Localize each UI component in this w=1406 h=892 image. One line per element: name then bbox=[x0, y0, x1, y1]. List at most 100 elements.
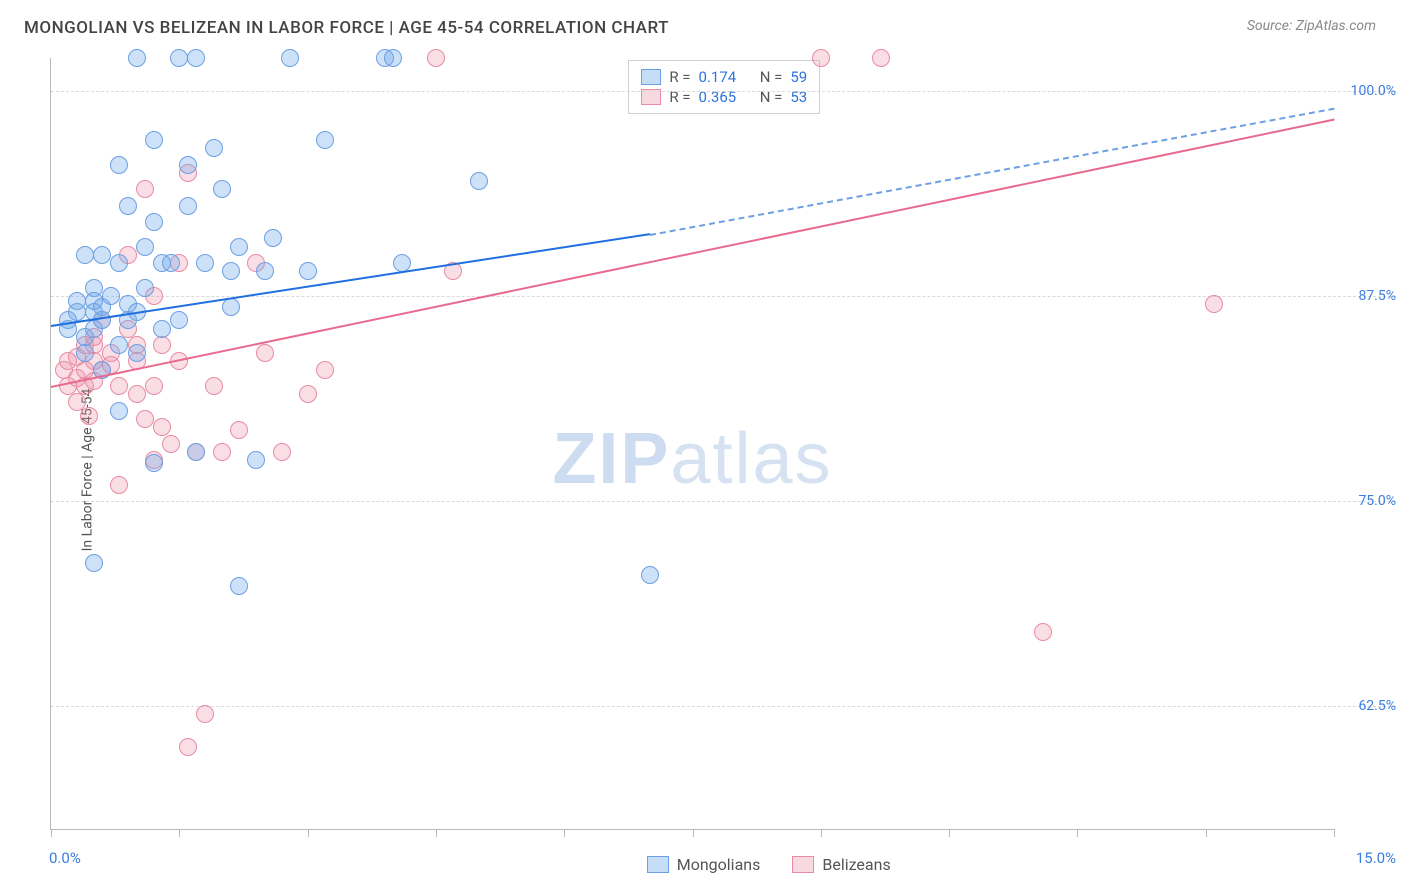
scatter-point-pink bbox=[110, 377, 128, 395]
scatter-point-blue bbox=[145, 131, 163, 149]
scatter-point-blue bbox=[119, 197, 137, 215]
plot-area: ZIPatlas R = 0.174 N = 59 R = 0.365 N = … bbox=[50, 58, 1334, 830]
legend-series: Mongolians Belizeans bbox=[647, 855, 891, 874]
x-tick bbox=[1077, 829, 1078, 837]
scatter-point-blue bbox=[68, 292, 86, 310]
scatter-point-pink bbox=[110, 476, 128, 494]
scatter-point-blue bbox=[316, 131, 334, 149]
gridline-h bbox=[51, 91, 1396, 92]
legend-item-belizeans: Belizeans bbox=[792, 855, 890, 874]
scatter-point-blue bbox=[247, 451, 265, 469]
scatter-point-blue bbox=[162, 254, 180, 272]
y-tick-label: 100.0% bbox=[1351, 83, 1396, 99]
scatter-point-blue bbox=[128, 49, 146, 67]
scatter-point-pink bbox=[273, 443, 291, 461]
x-axis-max-label: 15.0% bbox=[1356, 849, 1396, 867]
x-tick bbox=[949, 829, 950, 837]
scatter-point-blue bbox=[145, 213, 163, 231]
scatter-point-blue bbox=[205, 139, 223, 157]
x-axis-min-label: 0.0% bbox=[49, 849, 81, 867]
scatter-point-pink bbox=[872, 49, 890, 67]
scatter-point-pink bbox=[196, 705, 214, 723]
scatter-point-blue bbox=[110, 254, 128, 272]
scatter-point-pink bbox=[205, 377, 223, 395]
scatter-point-pink bbox=[1034, 623, 1052, 641]
gridline-h bbox=[51, 706, 1396, 707]
scatter-point-pink bbox=[128, 385, 146, 403]
scatter-point-blue bbox=[136, 279, 154, 297]
x-tick bbox=[1334, 829, 1335, 837]
regression-line-blue-dashed bbox=[650, 107, 1335, 235]
scatter-point-pink bbox=[256, 344, 274, 362]
scatter-point-pink bbox=[153, 418, 171, 436]
legend-correlation: R = 0.174 N = 59 R = 0.365 N = 53 bbox=[628, 60, 820, 114]
scatter-point-pink bbox=[162, 435, 180, 453]
scatter-point-blue bbox=[85, 554, 103, 572]
scatter-point-blue bbox=[384, 49, 402, 67]
scatter-point-pink bbox=[153, 336, 171, 354]
scatter-point-blue bbox=[76, 344, 94, 362]
scatter-point-blue bbox=[222, 262, 240, 280]
legend-swatch-pink bbox=[792, 856, 814, 873]
scatter-point-blue bbox=[170, 49, 188, 67]
scatter-point-blue bbox=[170, 311, 188, 329]
scatter-point-blue bbox=[213, 180, 231, 198]
legend-n-label: N = bbox=[760, 68, 783, 86]
scatter-point-blue bbox=[187, 49, 205, 67]
scatter-point-blue bbox=[299, 262, 317, 280]
scatter-point-blue bbox=[110, 402, 128, 420]
scatter-point-blue bbox=[110, 156, 128, 174]
y-tick-label: 75.0% bbox=[1358, 493, 1396, 509]
scatter-point-pink bbox=[812, 49, 830, 67]
legend-item-mongolians: Mongolians bbox=[647, 855, 761, 874]
scatter-point-blue bbox=[102, 287, 120, 305]
scatter-point-pink bbox=[316, 361, 334, 379]
watermark-light: atlas bbox=[670, 419, 832, 499]
scatter-point-pink bbox=[213, 443, 231, 461]
x-tick bbox=[51, 829, 52, 837]
scatter-point-blue bbox=[76, 246, 94, 264]
watermark-bold: ZIP bbox=[552, 419, 670, 499]
scatter-point-blue bbox=[230, 577, 248, 595]
x-tick bbox=[1206, 829, 1207, 837]
scatter-point-blue bbox=[93, 311, 111, 329]
scatter-point-pink bbox=[80, 407, 98, 425]
y-tick-label: 62.5% bbox=[1358, 698, 1396, 714]
scatter-point-pink bbox=[136, 180, 154, 198]
scatter-point-blue bbox=[230, 238, 248, 256]
scatter-point-blue bbox=[187, 443, 205, 461]
x-tick bbox=[179, 829, 180, 837]
chart-container: In Labor Force | Age 45-54 ZIPatlas R = … bbox=[0, 48, 1406, 892]
legend-row-blue: R = 0.174 N = 59 bbox=[641, 68, 807, 86]
gridline-h bbox=[51, 501, 1396, 502]
legend-swatch-blue bbox=[647, 856, 669, 873]
scatter-point-blue bbox=[256, 262, 274, 280]
scatter-point-blue bbox=[470, 172, 488, 190]
scatter-point-pink bbox=[136, 410, 154, 428]
y-tick-label: 87.5% bbox=[1358, 288, 1396, 304]
scatter-point-pink bbox=[427, 49, 445, 67]
source-attribution: Source: ZipAtlas.com bbox=[1247, 18, 1376, 34]
scatter-point-blue bbox=[641, 566, 659, 584]
scatter-point-blue bbox=[110, 336, 128, 354]
watermark: ZIPatlas bbox=[552, 418, 832, 500]
scatter-point-blue bbox=[281, 49, 299, 67]
x-tick bbox=[436, 829, 437, 837]
x-tick bbox=[564, 829, 565, 837]
scatter-point-pink bbox=[230, 421, 248, 439]
scatter-point-blue bbox=[145, 454, 163, 472]
scatter-point-blue bbox=[196, 254, 214, 272]
scatter-point-pink bbox=[179, 738, 197, 756]
legend-swatch-blue bbox=[641, 69, 661, 85]
scatter-point-pink bbox=[1205, 295, 1223, 313]
scatter-point-blue bbox=[179, 156, 197, 174]
x-tick bbox=[693, 829, 694, 837]
legend-n-value-blue: 59 bbox=[790, 68, 807, 86]
scatter-point-blue bbox=[222, 298, 240, 316]
legend-label-belizeans: Belizeans bbox=[822, 855, 890, 874]
scatter-point-pink bbox=[299, 385, 317, 403]
chart-title: MONGOLIAN VS BELIZEAN IN LABOR FORCE | A… bbox=[24, 18, 669, 38]
scatter-point-blue bbox=[136, 238, 154, 256]
legend-r-label: R = bbox=[669, 68, 690, 86]
scatter-point-pink bbox=[145, 377, 163, 395]
